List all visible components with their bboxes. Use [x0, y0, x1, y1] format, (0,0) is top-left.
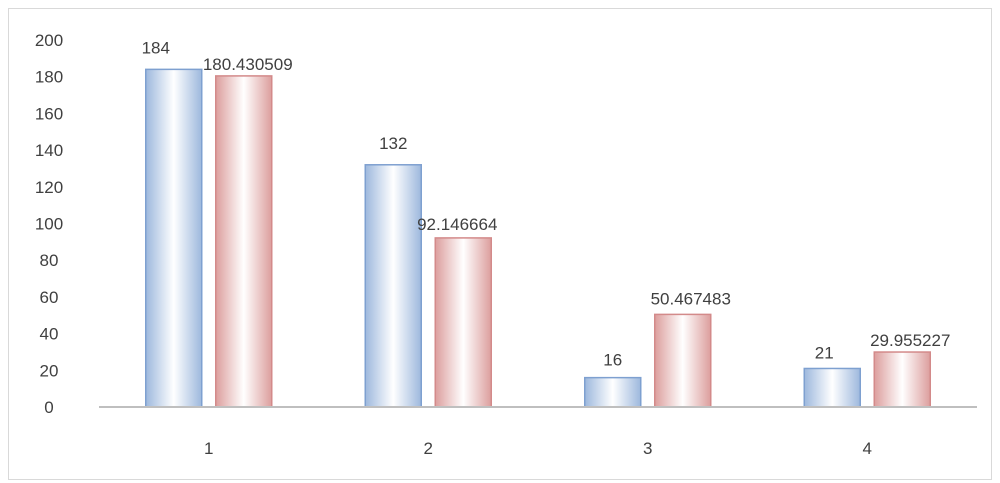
- x-tick-label: 4: [863, 439, 872, 458]
- y-tick-label: 0: [44, 398, 53, 417]
- y-tick-label: 120: [35, 178, 63, 197]
- data-label: 184: [142, 38, 170, 57]
- bar-series2-cat1: [215, 75, 273, 408]
- y-axis-tick-labels: 0 20 40 60 80 100 120 140 160 180 200: [35, 31, 63, 417]
- y-tick-label: 160: [35, 104, 63, 123]
- bar-series2-cat4: [873, 351, 931, 408]
- data-label: 180.430509: [203, 55, 293, 74]
- x-tick-label: 1: [204, 439, 213, 458]
- y-tick-label: 80: [40, 251, 59, 270]
- x-axis-tick-labels: 1 2 3 4: [204, 439, 872, 458]
- y-tick-label: 200: [35, 31, 63, 50]
- bar-series2-cat2: [434, 237, 492, 408]
- x-tick-label: 2: [424, 439, 433, 458]
- x-tick-label: 3: [643, 439, 652, 458]
- bar-series1-cat1: [145, 68, 203, 408]
- y-tick-label: 140: [35, 141, 63, 160]
- data-label: 29.955227: [870, 331, 950, 350]
- bar-series2-cat3: [654, 313, 712, 408]
- data-label: 132: [379, 134, 407, 153]
- bar-series1-cat3: [584, 376, 642, 408]
- data-labels: 184 180.430509 132 92.146664 16 50.467483 21 29…: [142, 38, 951, 369]
- data-label: 92.146664: [417, 215, 497, 234]
- bar-series1-cat2: [364, 164, 422, 408]
- y-tick-label: 100: [35, 215, 63, 234]
- bar-chart: 0 20 40 60 80 100 120 140 160 180 200 1 2 3 4 184 180.…: [35, 31, 977, 458]
- y-tick-label: 20: [40, 361, 59, 380]
- y-tick-label: 60: [40, 288, 59, 307]
- y-tick-label: 40: [40, 325, 59, 344]
- y-tick-label: 180: [35, 68, 63, 87]
- bars: [145, 68, 931, 408]
- data-label: 16: [603, 351, 622, 370]
- bar-series1-cat4: [803, 367, 861, 408]
- data-label: 50.467483: [651, 289, 731, 308]
- data-label: 21: [815, 343, 834, 362]
- chart-frame: 0 20 40 60 80 100 120 140 160 180 200 1 2 3 4 184 180.…: [8, 8, 992, 480]
